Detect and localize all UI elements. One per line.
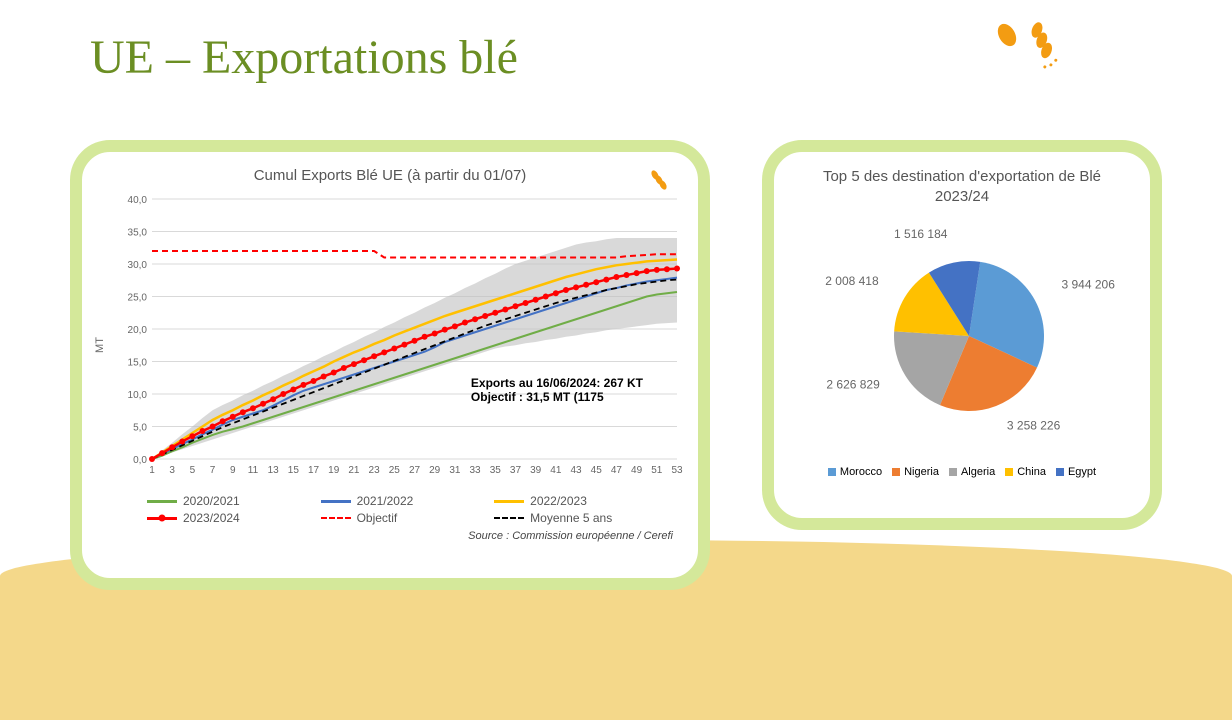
legend-item: 2021/2022 (321, 494, 495, 508)
line-legend: 2020/2021 2021/2022 2022/2023 2023/2024 Obje… (107, 494, 673, 528)
legend-item: 2022/2023 (494, 494, 668, 508)
source-text: Source : Commission européenne / Cerefi (107, 530, 673, 542)
legend-label: 2020/2021 (183, 494, 240, 508)
svg-text:1: 1 (149, 465, 155, 476)
svg-text:25,0: 25,0 (128, 293, 148, 304)
svg-text:3 944 206: 3 944 206 (1062, 278, 1116, 292)
svg-text:0,0: 0,0 (133, 455, 147, 466)
legend-swatch (494, 517, 524, 519)
pie-legend-label: Egypt (1068, 466, 1096, 478)
pie-legend-label: Nigeria (904, 466, 939, 478)
legend-label: Moyenne 5 ans (530, 511, 612, 525)
svg-text:53: 53 (671, 465, 683, 476)
pie-legend-swatch (1056, 468, 1064, 476)
pie-chart-area: 3 944 206 3 258 226 2 626 829 2 008 418 1 51… (799, 216, 1125, 456)
pie-legend: Morocco Nigeria Algeria China Egypt (799, 466, 1125, 478)
pie-legend-item: Morocco (828, 466, 882, 478)
y-axis-label: MT (94, 337, 106, 353)
legend-item: Moyenne 5 ans (494, 511, 668, 525)
pie-legend-item: China (1005, 466, 1046, 478)
svg-text:15: 15 (288, 465, 300, 476)
legend-label: 2021/2022 (357, 494, 414, 508)
svg-text:37: 37 (510, 465, 522, 476)
svg-text:47: 47 (611, 465, 623, 476)
svg-text:5,0: 5,0 (133, 423, 147, 434)
line-chart-title: Cumul Exports Blé UE (à partir du 01/07) (107, 167, 673, 184)
pie-legend-label: Morocco (840, 466, 882, 478)
pie-legend-swatch (892, 468, 900, 476)
svg-text:5: 5 (190, 465, 196, 476)
legend-label: 2023/2024 (183, 511, 240, 525)
svg-text:31: 31 (449, 465, 461, 476)
legend-label: Objectif (357, 511, 398, 525)
wheat-icon (992, 20, 1072, 80)
svg-text:45: 45 (591, 465, 603, 476)
legend-swatch (494, 500, 524, 503)
svg-text:35,0: 35,0 (128, 228, 148, 239)
pie-legend-swatch (1005, 468, 1013, 476)
svg-text:2 626 829: 2 626 829 (826, 378, 880, 392)
svg-text:40,0: 40,0 (128, 195, 148, 206)
svg-text:15,0: 15,0 (128, 358, 148, 369)
legend-item: 2020/2021 (147, 494, 321, 508)
line-chart-svg: 0,05,010,015,020,025,030,035,040,0135791… (107, 189, 687, 489)
legend-label: 2022/2023 (530, 494, 587, 508)
legend-swatch (321, 500, 351, 503)
chart-annotations: Exports au 16/06/2024: 267 KT Objectif :… (471, 376, 643, 404)
page-title: UE – Exportations blé (90, 30, 518, 85)
svg-text:20,0: 20,0 (128, 325, 148, 336)
svg-text:30,0: 30,0 (128, 260, 148, 271)
svg-text:43: 43 (570, 465, 582, 476)
pie-legend-item: Nigeria (892, 466, 939, 478)
svg-text:49: 49 (631, 465, 643, 476)
svg-text:3 258 226: 3 258 226 (1007, 418, 1061, 432)
svg-text:35: 35 (490, 465, 502, 476)
svg-text:10,0: 10,0 (128, 390, 148, 401)
pie-chart-svg: 3 944 206 3 258 226 2 626 829 2 008 418 1 51… (799, 216, 1125, 456)
svg-text:25: 25 (389, 465, 401, 476)
objectif-annotation: Objectif : 31,5 MT (1175 (471, 390, 643, 404)
svg-text:17: 17 (308, 465, 320, 476)
pie-legend-swatch (828, 468, 836, 476)
svg-text:2 008 418: 2 008 418 (825, 274, 879, 288)
pie-legend-item: Algeria (949, 466, 995, 478)
svg-text:29: 29 (429, 465, 441, 476)
legend-swatch (321, 517, 351, 519)
pie-legend-swatch (949, 468, 957, 476)
legend-swatch (147, 517, 177, 520)
legend-item: 2023/2024 (147, 511, 321, 525)
line-chart-panel: Cumul Exports Blé UE (à partir du 01/07)… (70, 140, 710, 590)
svg-text:19: 19 (328, 465, 340, 476)
pie-legend-label: China (1017, 466, 1046, 478)
svg-text:13: 13 (268, 465, 280, 476)
svg-text:51: 51 (651, 465, 663, 476)
pie-chart-panel: Top 5 des destination d'exportation de B… (762, 140, 1162, 530)
svg-text:39: 39 (530, 465, 542, 476)
legend-swatch (147, 500, 177, 503)
svg-text:27: 27 (409, 465, 421, 476)
svg-text:23: 23 (369, 465, 381, 476)
svg-text:3: 3 (169, 465, 175, 476)
svg-text:21: 21 (348, 465, 360, 476)
svg-text:1 516 184: 1 516 184 (894, 227, 948, 241)
line-chart-area: MT 0,05,010,015,020,025,030,035,040,0135… (107, 189, 673, 489)
svg-text:9: 9 (230, 465, 236, 476)
pie-chart-title: Top 5 des destination d'exportation de B… (799, 167, 1125, 206)
pie-legend-item: Egypt (1056, 466, 1096, 478)
exports-annotation: Exports au 16/06/2024: 267 KT (471, 376, 643, 390)
svg-text:41: 41 (550, 465, 562, 476)
svg-text:33: 33 (470, 465, 482, 476)
legend-item: Objectif (321, 511, 495, 525)
svg-text:7: 7 (210, 465, 216, 476)
svg-text:11: 11 (248, 465, 259, 476)
pie-legend-label: Algeria (961, 466, 995, 478)
